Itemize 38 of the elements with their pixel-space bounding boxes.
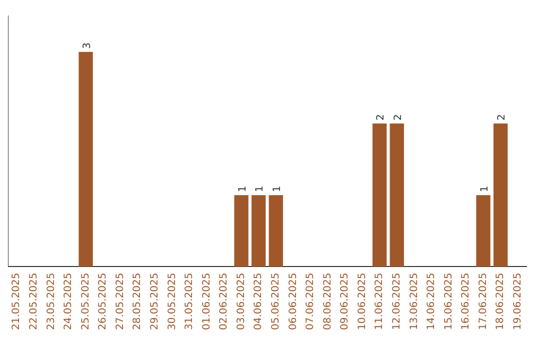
x-tick-label: 23.05.2025 bbox=[46, 272, 57, 330]
x-tick-label: 25.05.2025 bbox=[80, 272, 92, 330]
x-tick-label: 09.06.2025 bbox=[340, 272, 351, 330]
x-tick-label: 10.06.2025 bbox=[356, 272, 368, 330]
data-label: 3 bbox=[82, 42, 93, 49]
data-label: 2 bbox=[496, 114, 508, 120]
x-tick-label: 26.05.2025 bbox=[98, 272, 109, 330]
x-tick-label: 28.05.2025 bbox=[132, 272, 144, 330]
data-label: 1 bbox=[254, 186, 266, 192]
x-tick-label: 17.06.2025 bbox=[478, 272, 489, 330]
x-tick-label: 31.05.2025 bbox=[184, 272, 196, 330]
x-tick-label: 21.05.2025 bbox=[11, 272, 22, 330]
data-label: 2 bbox=[376, 114, 387, 120]
x-tick-label: 12.06.2025 bbox=[391, 272, 402, 330]
x-tick-label: 08.06.2025 bbox=[322, 272, 334, 330]
x-tick-label: 30.05.2025 bbox=[166, 272, 178, 330]
x-tick-label: 07.06.2025 bbox=[305, 272, 316, 330]
x-tick-label: 22.05.2025 bbox=[28, 272, 40, 330]
x-tick-label: 14.06.2025 bbox=[426, 272, 438, 330]
data-label: 1 bbox=[272, 186, 283, 192]
x-tick-label: 01.06.2025 bbox=[201, 272, 212, 330]
x-tick-label: 04.06.2025 bbox=[253, 272, 264, 330]
x-tick-label: 05.06.2025 bbox=[270, 272, 282, 330]
x-tick-label: 03.06.2025 bbox=[236, 272, 247, 330]
data-label: 1 bbox=[237, 186, 248, 192]
x-tick-label: 27.05.2025 bbox=[114, 272, 126, 330]
x-tick-label: 02.06.2025 bbox=[218, 272, 230, 330]
x-tick-label: 16.06.2025 bbox=[460, 272, 472, 330]
data-label: 2 bbox=[392, 114, 404, 120]
x-tick-label: 11.06.2025 bbox=[374, 272, 386, 330]
x-tick-label: 13.06.2025 bbox=[408, 272, 420, 330]
x-tick-label: 29.05.2025 bbox=[150, 272, 161, 330]
x-tick-label: 24.05.2025 bbox=[63, 272, 74, 330]
x-tick-label: 19.06.2025 bbox=[512, 272, 524, 330]
data-label: 1 bbox=[479, 186, 490, 192]
x-tick-label: 15.06.2025 bbox=[443, 272, 454, 330]
x-tick-label: 06.06.2025 bbox=[288, 272, 299, 330]
x-tick-label: 18.06.2025 bbox=[495, 272, 506, 330]
